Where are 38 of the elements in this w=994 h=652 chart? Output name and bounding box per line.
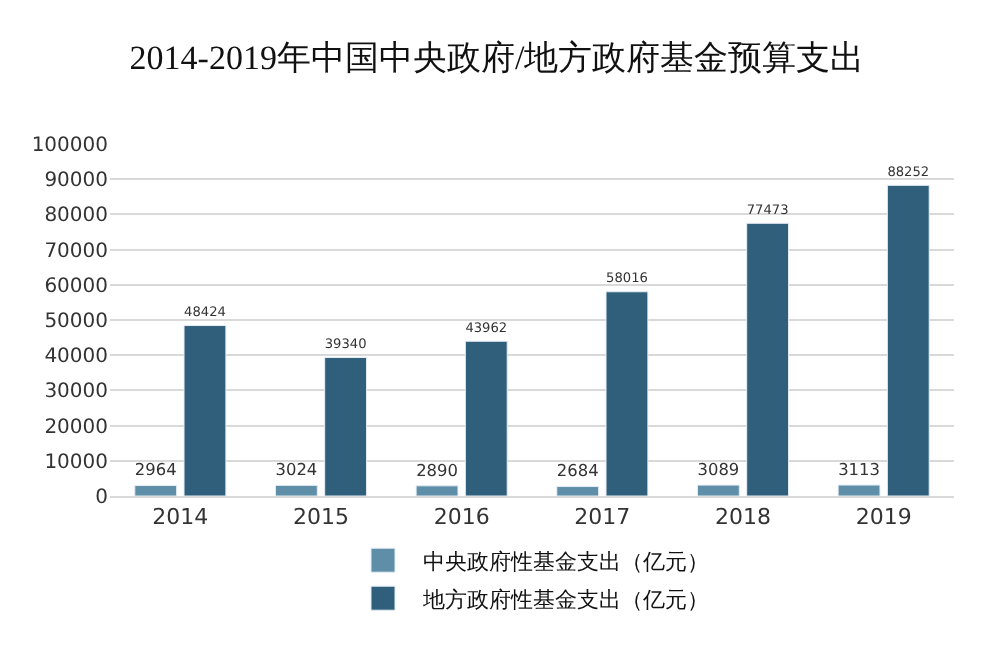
- y-tick-label: 80000: [44, 205, 108, 228]
- y-tick-label: 0: [95, 487, 108, 509]
- bar: [696, 484, 740, 496]
- y-tick-label: 20000: [44, 416, 108, 439]
- data-label: 3113: [838, 458, 880, 479]
- x-tick-label: 2018: [715, 504, 771, 531]
- y-tick-label: 30000: [44, 381, 108, 404]
- y-tick-label: 70000: [44, 240, 108, 263]
- bar: [886, 184, 930, 496]
- bar: [556, 486, 600, 496]
- x-tick-label: 2019: [855, 504, 912, 531]
- x-tick-label: 2016: [433, 504, 490, 531]
- bar: [464, 340, 508, 496]
- y-tick-label: 50000: [44, 311, 108, 333]
- data-label: 3024: [275, 459, 318, 480]
- x-tick-label: 2017: [574, 504, 631, 531]
- bar: [837, 484, 881, 496]
- y-tick-label: 10000: [44, 451, 108, 474]
- chart-title: 2014-2019年中国中央政府/地方政府基金预算支出: [129, 39, 865, 78]
- bar: [134, 485, 178, 496]
- bar: [415, 485, 459, 496]
- data-label: 3089: [697, 459, 740, 480]
- x-tick-label: 2014: [152, 504, 209, 531]
- bar: [605, 291, 649, 496]
- legend-label: 中央政府性基金支出（亿元）: [423, 548, 709, 575]
- y-tick-label: 100000: [31, 135, 108, 157]
- data-label: 2890: [416, 459, 458, 480]
- data-label: 2684: [556, 460, 599, 481]
- y-tick-label: 60000: [44, 275, 108, 298]
- legend-label: 地方政府性基金支出（亿元）: [421, 586, 709, 613]
- bar: [324, 357, 368, 496]
- y-tick-label: 40000: [44, 346, 108, 369]
- bar: [183, 325, 227, 496]
- y-tick-label: 90000: [44, 170, 108, 193]
- bar: [746, 222, 790, 496]
- x-tick-label: 2015: [293, 504, 349, 531]
- bar: [274, 484, 318, 496]
- data-label: 2964: [134, 459, 177, 480]
